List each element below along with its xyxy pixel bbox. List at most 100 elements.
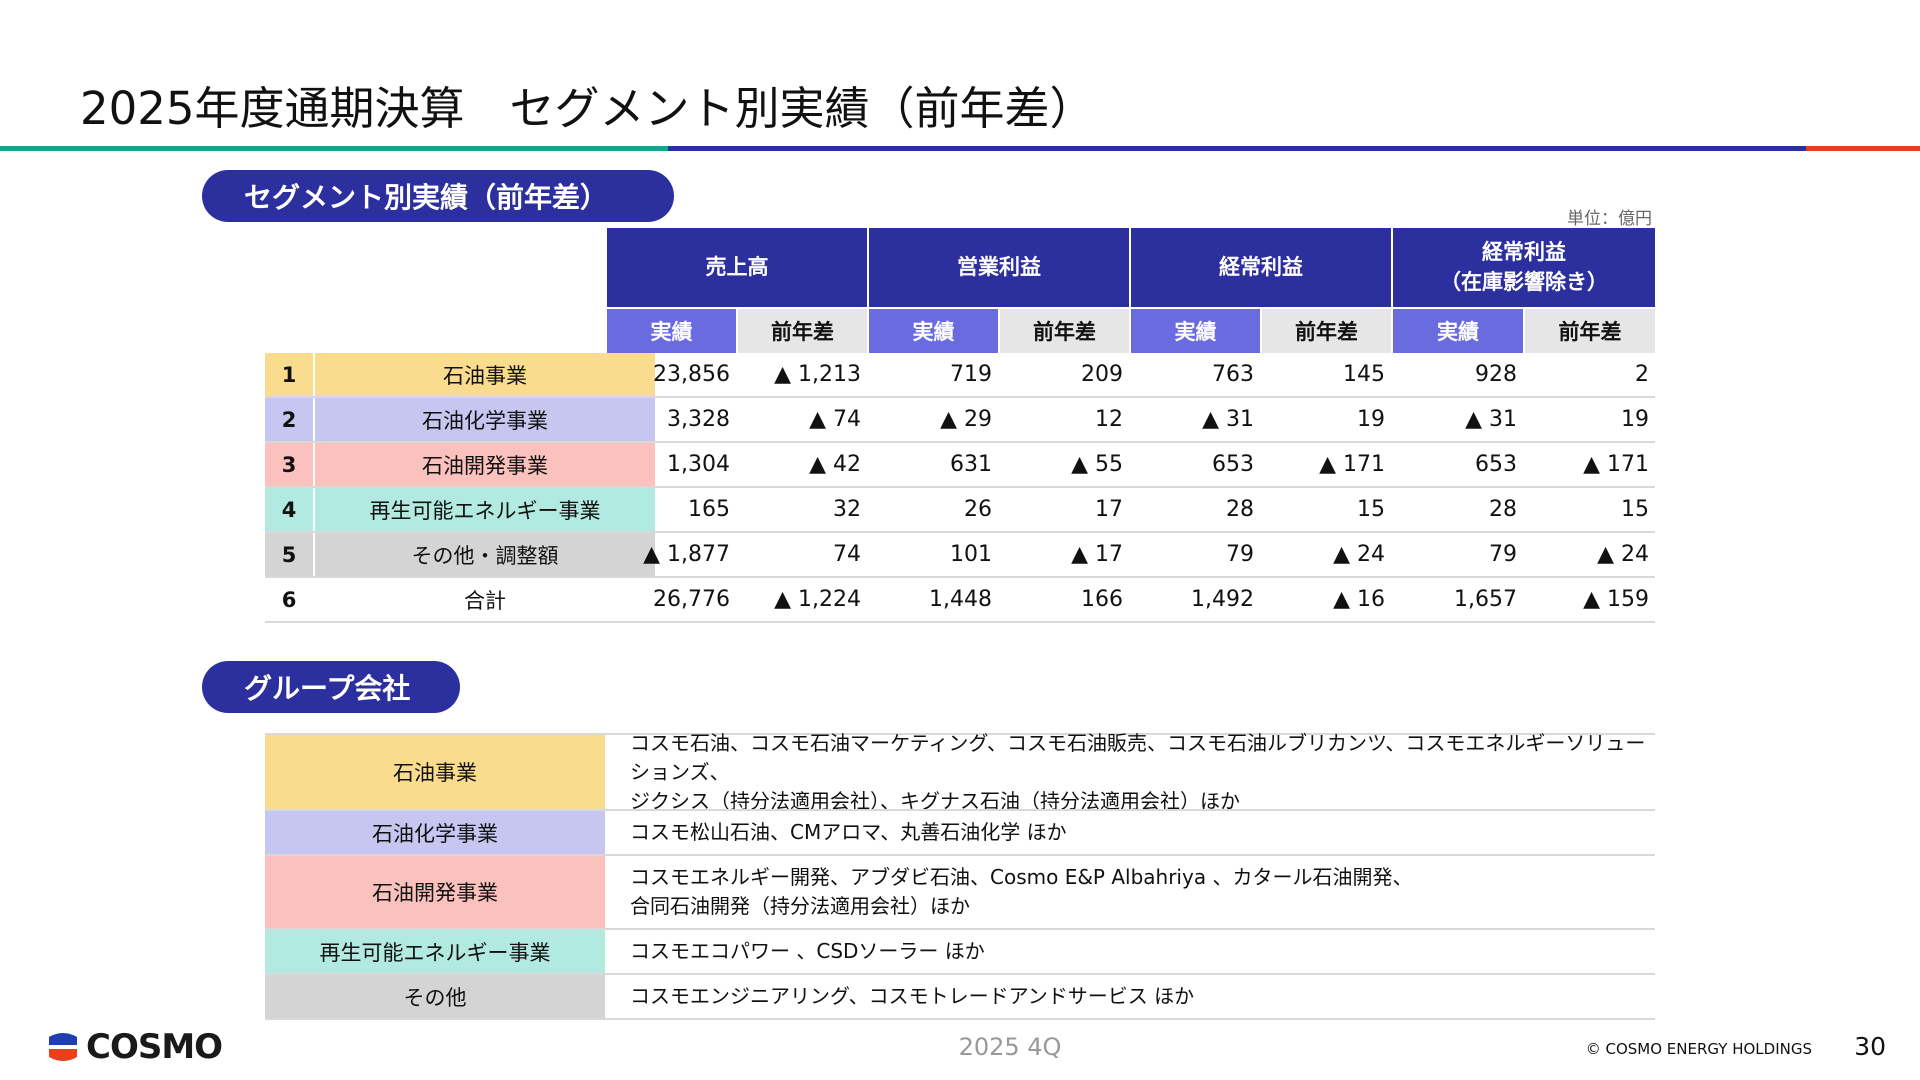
group-companies-text: コスモエンジニアリング、コスモトレードアンドサービス ほか bbox=[630, 975, 1650, 1018]
cell-sales-actual: 23,856 bbox=[653, 362, 730, 387]
title-rule bbox=[0, 146, 1920, 151]
group-segment-name: 石油開発事業 bbox=[265, 856, 605, 928]
cell-ordinary-actual: 653 bbox=[1212, 452, 1254, 477]
row-divider bbox=[265, 809, 1655, 811]
row-number: 3 bbox=[265, 443, 313, 486]
row-divider bbox=[265, 396, 1655, 398]
cell-sales-actual: 26,776 bbox=[653, 587, 730, 612]
row-segment-name: その他・調整額 bbox=[315, 533, 655, 576]
table-row: 2 石油化学事業 3,328 ▲ 74 ▲ 29 12 ▲ 31 19 ▲ 31… bbox=[265, 398, 1655, 443]
row-divider bbox=[265, 486, 1655, 488]
subheader-sales-actual: 実績 bbox=[607, 309, 736, 353]
cell-excl-diff: ▲ 24 bbox=[1597, 542, 1649, 567]
cell-operating-diff: 17 bbox=[1095, 497, 1123, 522]
cell-operating-diff: 209 bbox=[1081, 362, 1123, 387]
row-divider bbox=[265, 441, 1655, 443]
cell-ordinary-actual: 763 bbox=[1212, 362, 1254, 387]
cell-excl-diff: ▲ 159 bbox=[1583, 587, 1649, 612]
table-row: 5 その他・調整額 ▲ 1,877 74 101 ▲ 17 79 ▲ 24 79… bbox=[265, 533, 1655, 578]
group-segment-name: 石油化学事業 bbox=[265, 811, 605, 854]
cell-operating-actual: 1,448 bbox=[929, 587, 992, 612]
period-label: 2025 4Q bbox=[958, 1033, 1062, 1061]
cell-operating-diff: ▲ 17 bbox=[1071, 542, 1123, 567]
group-companies-line: 合同石油開発（持分法適用会社）ほか bbox=[630, 894, 970, 918]
row-divider bbox=[265, 531, 1655, 533]
cell-sales-actual: 1,304 bbox=[667, 452, 730, 477]
row-number: 5 bbox=[265, 533, 313, 576]
group-companies-line: ジクシス（持分法適用会社）、キグナス石油（持分法適用会社）ほか bbox=[630, 788, 1240, 813]
column-group-ordinary-income: 経常利益 bbox=[1131, 228, 1391, 307]
row-divider bbox=[265, 576, 1655, 578]
cell-sales-actual: ▲ 1,877 bbox=[643, 542, 730, 567]
cell-operating-actual: 719 bbox=[950, 362, 992, 387]
cell-ordinary-actual: ▲ 31 bbox=[1202, 407, 1254, 432]
subheader-excl-diff: 前年差 bbox=[1525, 309, 1655, 353]
row-divider bbox=[265, 1018, 1655, 1020]
cell-sales-actual: 165 bbox=[688, 497, 730, 522]
cell-ordinary-diff: ▲ 171 bbox=[1319, 452, 1385, 477]
unit-label: 単位：億円 bbox=[1567, 209, 1652, 229]
cell-ordinary-diff: ▲ 24 bbox=[1333, 542, 1385, 567]
cosmo-logo-text: COSMO bbox=[86, 1027, 223, 1067]
cell-excl-diff: 2 bbox=[1635, 362, 1649, 387]
cell-sales-actual: 3,328 bbox=[667, 407, 730, 432]
table-top-divider bbox=[265, 733, 1655, 735]
column-group-sales: 売上高 bbox=[607, 228, 867, 307]
row-segment-name: 石油開発事業 bbox=[315, 443, 655, 486]
group-row: 石油事業 コスモ石油、コスモ石油マーケティング、コスモ石油販売、コスモ石油ルブリ… bbox=[265, 731, 1655, 813]
row-divider bbox=[265, 854, 1655, 856]
column-group-operating-income: 営業利益 bbox=[869, 228, 1129, 307]
cell-ordinary-diff: ▲ 16 bbox=[1333, 587, 1385, 612]
table-row: 3 石油開発事業 1,304 ▲ 42 631 ▲ 55 653 ▲ 171 6… bbox=[265, 443, 1655, 488]
segment-section-label: セグメント別実績（前年差） bbox=[202, 170, 674, 222]
cell-sales-diff: ▲ 42 bbox=[809, 452, 861, 477]
subheader-ordinary-actual: 実績 bbox=[1131, 309, 1260, 353]
row-divider bbox=[265, 973, 1655, 975]
title-rule-red bbox=[1806, 146, 1920, 151]
table-row: 1 石油事業 23,856 ▲ 1,213 719 209 763 145 92… bbox=[265, 353, 1655, 398]
group-row: その他 コスモエンジニアリング、コスモトレードアンドサービス ほか bbox=[265, 975, 1655, 1020]
cell-sales-diff: ▲ 1,213 bbox=[774, 362, 861, 387]
row-segment-name: 再生可能エネルギー事業 bbox=[315, 488, 655, 531]
group-companies-line: コスモエネルギー開発、アブダビ石油、Cosmo E&P Albahriya 、カ… bbox=[630, 865, 1413, 889]
cell-excl-diff: ▲ 171 bbox=[1583, 452, 1649, 477]
group-companies-line: コスモ松山石油、CMアロマ、丸善石油化学 ほか bbox=[630, 820, 1067, 844]
subheader-operating-diff: 前年差 bbox=[1000, 309, 1129, 353]
cell-sales-diff: ▲ 74 bbox=[809, 407, 861, 432]
group-segment-name: 再生可能エネルギー事業 bbox=[265, 930, 605, 973]
group-row: 石油開発事業 コスモエネルギー開発、アブダビ石油、Cosmo E&P Albah… bbox=[265, 856, 1655, 930]
cell-excl-actual: 653 bbox=[1475, 452, 1517, 477]
cell-operating-diff: ▲ 55 bbox=[1071, 452, 1123, 477]
column-group-ordinary-income-excl-inventory: 経常利益 （在庫影響除き） bbox=[1393, 228, 1655, 307]
group-companies-text: コスモエネルギー開発、アブダビ石油、Cosmo E&P Albahriya 、カ… bbox=[630, 856, 1650, 928]
cell-excl-actual: ▲ 31 bbox=[1465, 407, 1517, 432]
cell-operating-actual: 631 bbox=[950, 452, 992, 477]
cell-ordinary-actual: 1,492 bbox=[1191, 587, 1254, 612]
table-row: 4 再生可能エネルギー事業 165 32 26 17 28 15 28 15 bbox=[265, 488, 1655, 533]
page-title: 2025年度通期決算 セグメント別実績（前年差） bbox=[80, 82, 1095, 135]
cell-excl-actual: 928 bbox=[1475, 362, 1517, 387]
group-companies-line: コスモエコパワー 、CSDソーラー ほか bbox=[630, 939, 985, 963]
cell-operating-actual: 101 bbox=[950, 542, 992, 567]
cell-sales-diff: 32 bbox=[833, 497, 861, 522]
subheader-ordinary-diff: 前年差 bbox=[1262, 309, 1391, 353]
cell-excl-actual: 79 bbox=[1489, 542, 1517, 567]
cell-operating-diff: 166 bbox=[1081, 587, 1123, 612]
group-section-label: グループ会社 bbox=[202, 661, 460, 713]
title-rule-navy bbox=[668, 146, 1806, 151]
cell-excl-diff: 19 bbox=[1621, 407, 1649, 432]
cell-ordinary-actual: 28 bbox=[1226, 497, 1254, 522]
subheader-excl-actual: 実績 bbox=[1393, 309, 1523, 353]
cell-ordinary-diff: 19 bbox=[1357, 407, 1385, 432]
cell-operating-actual: 26 bbox=[964, 497, 992, 522]
cell-excl-diff: 15 bbox=[1621, 497, 1649, 522]
cell-sales-diff: ▲ 1,224 bbox=[774, 587, 861, 612]
subheader-sales-diff: 前年差 bbox=[738, 309, 867, 353]
group-companies-text: コスモエコパワー 、CSDソーラー ほか bbox=[630, 930, 1650, 973]
row-number: 1 bbox=[265, 353, 313, 396]
copyright: © COSMO ENERGY HOLDINGS bbox=[1585, 1040, 1812, 1058]
cell-excl-actual: 1,657 bbox=[1454, 587, 1517, 612]
cell-excl-actual: 28 bbox=[1489, 497, 1517, 522]
group-segment-name: 石油事業 bbox=[265, 735, 605, 809]
cell-operating-actual: ▲ 29 bbox=[940, 407, 992, 432]
